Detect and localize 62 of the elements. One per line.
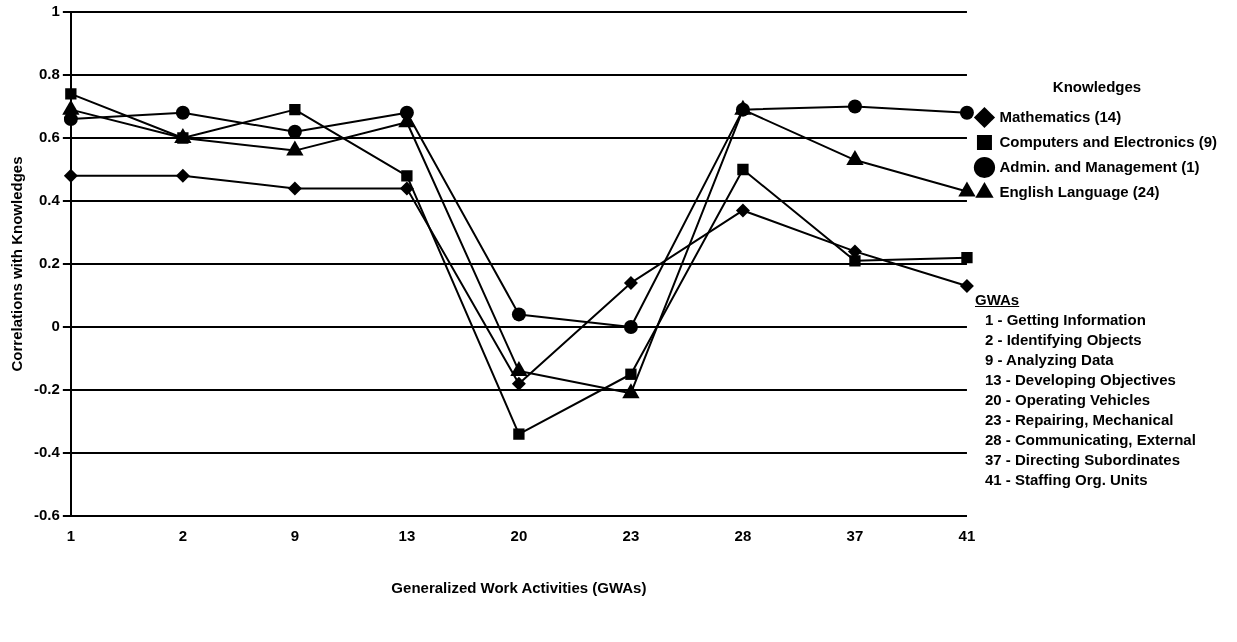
point — [65, 88, 77, 100]
point — [959, 105, 974, 120]
point — [63, 168, 78, 183]
point — [511, 307, 526, 322]
x-tick-label: 20 — [510, 527, 528, 545]
y-tick-label: 0.2 — [38, 254, 60, 272]
x-tick-label: 23 — [622, 527, 640, 545]
text: 23 - Repairing, Mechanical — [985, 410, 1175, 430]
point — [63, 112, 78, 127]
point — [847, 99, 862, 114]
legend-title: Knowledges — [1052, 77, 1142, 95]
x-tick-label: 2 — [178, 527, 188, 545]
point — [399, 181, 414, 196]
x-axis-title: Generalized Work Activities (GWAs) — [391, 579, 647, 597]
point — [625, 368, 637, 380]
y-axis-title: Correlations with Knowledges — [8, 156, 26, 372]
point — [959, 279, 974, 294]
text: 41 - Staffing Org. Units — [985, 470, 1149, 490]
point — [287, 181, 302, 196]
text: 2 - Identifying Objects — [985, 330, 1143, 350]
point — [399, 105, 414, 120]
x-tick-label: 9 — [290, 527, 300, 545]
text: 20 - Operating Vehicles — [985, 390, 1152, 410]
point — [511, 376, 526, 391]
x-tick-label: 28 — [734, 527, 752, 545]
point — [175, 105, 190, 120]
text: 13 - Developing Objectives — [985, 370, 1177, 390]
y-tick-label: -0.6 — [33, 506, 60, 524]
y-tick-label: -0.4 — [33, 443, 61, 461]
point — [846, 150, 864, 166]
text: 9 - Analyzing Data — [985, 350, 1115, 370]
point — [623, 275, 638, 290]
y-tick-label: 1 — [51, 2, 60, 20]
point — [737, 163, 749, 176]
y-tick-label: -0.2 — [33, 380, 60, 398]
y-tick-label: 0.6 — [38, 128, 60, 146]
text: 1 - Getting Information — [985, 310, 1147, 330]
y-tick-label: 0.4 — [38, 191, 61, 209]
x-tick-label: 13 — [398, 527, 416, 545]
legend-label: Computers and Electronics (9) — [999, 132, 1217, 150]
point — [289, 103, 301, 116]
x-tick-label: 1 — [66, 527, 76, 545]
x-tick-label: 41 — [958, 527, 976, 545]
point — [513, 428, 525, 440]
point — [510, 361, 528, 377]
point — [735, 203, 750, 218]
text: GWAs — [975, 290, 1021, 310]
point — [961, 252, 973, 264]
x-tick-label: 37 — [846, 527, 864, 545]
y-tick-label: 0.8 — [38, 65, 60, 83]
text: 28 - Communicating, External — [985, 430, 1196, 450]
point — [622, 383, 640, 399]
point — [287, 124, 302, 139]
legend-label: Admin. and Management (1) — [999, 157, 1200, 175]
legend-label: Mathematics (14) — [999, 107, 1122, 125]
point — [849, 255, 861, 267]
point — [401, 170, 413, 182]
point — [175, 168, 190, 183]
y-tick-label: 0 — [51, 317, 60, 335]
point — [623, 320, 638, 334]
text: 37 - Directing Subordinates — [985, 450, 1182, 470]
legend-label: English Language (24) — [999, 182, 1160, 200]
